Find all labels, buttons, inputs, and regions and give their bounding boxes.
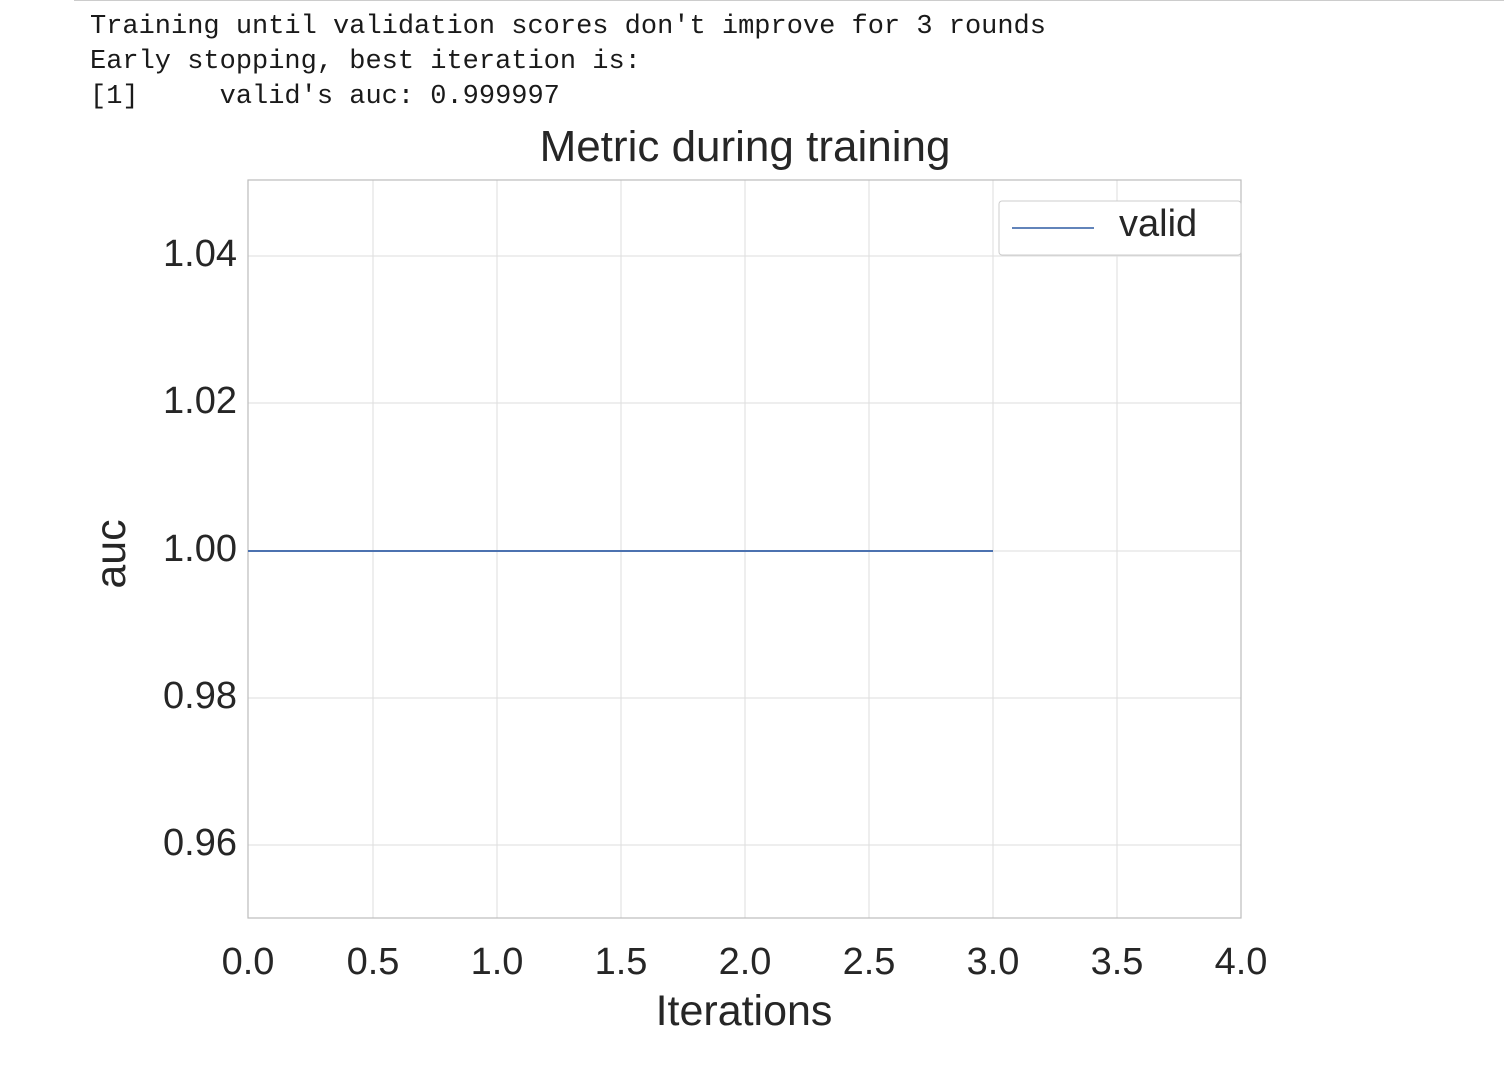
svg-text:0.0: 0.0 xyxy=(222,941,275,983)
svg-text:Metric during training: Metric during training xyxy=(540,130,951,171)
svg-text:0.5: 0.5 xyxy=(347,941,400,983)
svg-text:1.02: 1.02 xyxy=(163,380,237,422)
svg-text:3.5: 3.5 xyxy=(1091,941,1144,983)
svg-text:0.96: 0.96 xyxy=(163,822,237,864)
svg-text:1.5: 1.5 xyxy=(595,941,648,983)
svg-text:2.5: 2.5 xyxy=(843,941,896,983)
svg-text:1.00: 1.00 xyxy=(163,528,237,570)
svg-text:1.04: 1.04 xyxy=(163,233,237,275)
svg-text:1.0: 1.0 xyxy=(471,941,524,983)
svg-text:auc: auc xyxy=(87,519,135,588)
svg-text:2.0: 2.0 xyxy=(719,941,772,983)
svg-text:Iterations: Iterations xyxy=(656,987,833,1035)
svg-text:0.98: 0.98 xyxy=(163,675,237,717)
svg-text:valid: valid xyxy=(1119,203,1197,245)
svg-text:3.0: 3.0 xyxy=(967,941,1020,983)
svg-text:4.0: 4.0 xyxy=(1215,941,1268,983)
